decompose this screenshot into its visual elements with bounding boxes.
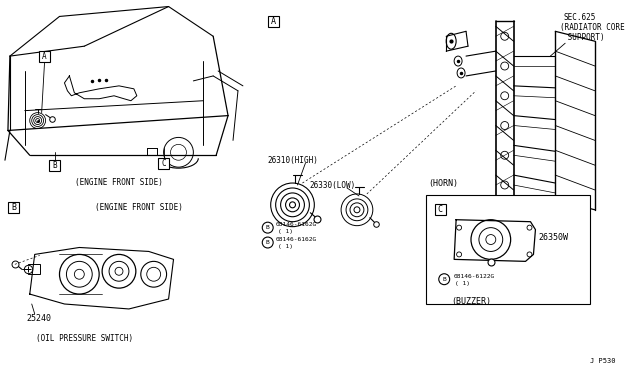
Text: 26330(LOW): 26330(LOW) — [309, 180, 356, 189]
Text: (ENGINE FRONT SIDE): (ENGINE FRONT SIDE) — [95, 203, 183, 212]
Bar — [28, 264, 40, 274]
Text: B: B — [266, 225, 269, 230]
Text: A: A — [42, 52, 47, 61]
Text: (OIL PRESSURE SWITCH): (OIL PRESSURE SWITCH) — [36, 334, 133, 343]
Bar — [435, 204, 445, 215]
Text: 08146-6162G: 08146-6162G — [276, 222, 317, 227]
Bar — [158, 158, 169, 169]
Polygon shape — [65, 76, 137, 101]
Text: J P530: J P530 — [590, 357, 616, 363]
Text: (HORN): (HORN) — [428, 179, 458, 187]
Text: ( 1): ( 1) — [278, 229, 292, 234]
Text: B: B — [52, 161, 57, 170]
Polygon shape — [454, 220, 536, 262]
Bar — [426, 195, 590, 304]
Polygon shape — [29, 247, 173, 309]
Bar — [39, 51, 50, 61]
Text: SUPPORT): SUPPORT) — [563, 33, 605, 42]
Text: SEC.625: SEC.625 — [563, 13, 596, 22]
Text: 25240: 25240 — [27, 314, 52, 323]
Text: C: C — [161, 159, 166, 168]
Text: A: A — [271, 17, 276, 26]
Text: (ENGINE FRONT SIDE): (ENGINE FRONT SIDE) — [75, 178, 163, 187]
Text: 08146-6162G: 08146-6162G — [276, 237, 317, 242]
Text: ( 1): ( 1) — [278, 244, 292, 249]
Text: 26310(HIGH): 26310(HIGH) — [268, 156, 319, 165]
Text: B: B — [266, 240, 269, 245]
Bar — [49, 160, 60, 171]
Bar — [8, 202, 19, 213]
Text: (RADIATOR CORE: (RADIATOR CORE — [560, 23, 625, 32]
Text: 26350W: 26350W — [538, 233, 568, 242]
Text: ( 1): ( 1) — [455, 280, 470, 286]
Bar — [268, 16, 279, 27]
Text: 08146-6122G: 08146-6122G — [453, 274, 494, 279]
Text: (BUZZER): (BUZZER) — [451, 297, 491, 306]
Text: C: C — [438, 205, 443, 214]
Text: B: B — [12, 203, 17, 212]
Text: B: B — [442, 277, 446, 282]
